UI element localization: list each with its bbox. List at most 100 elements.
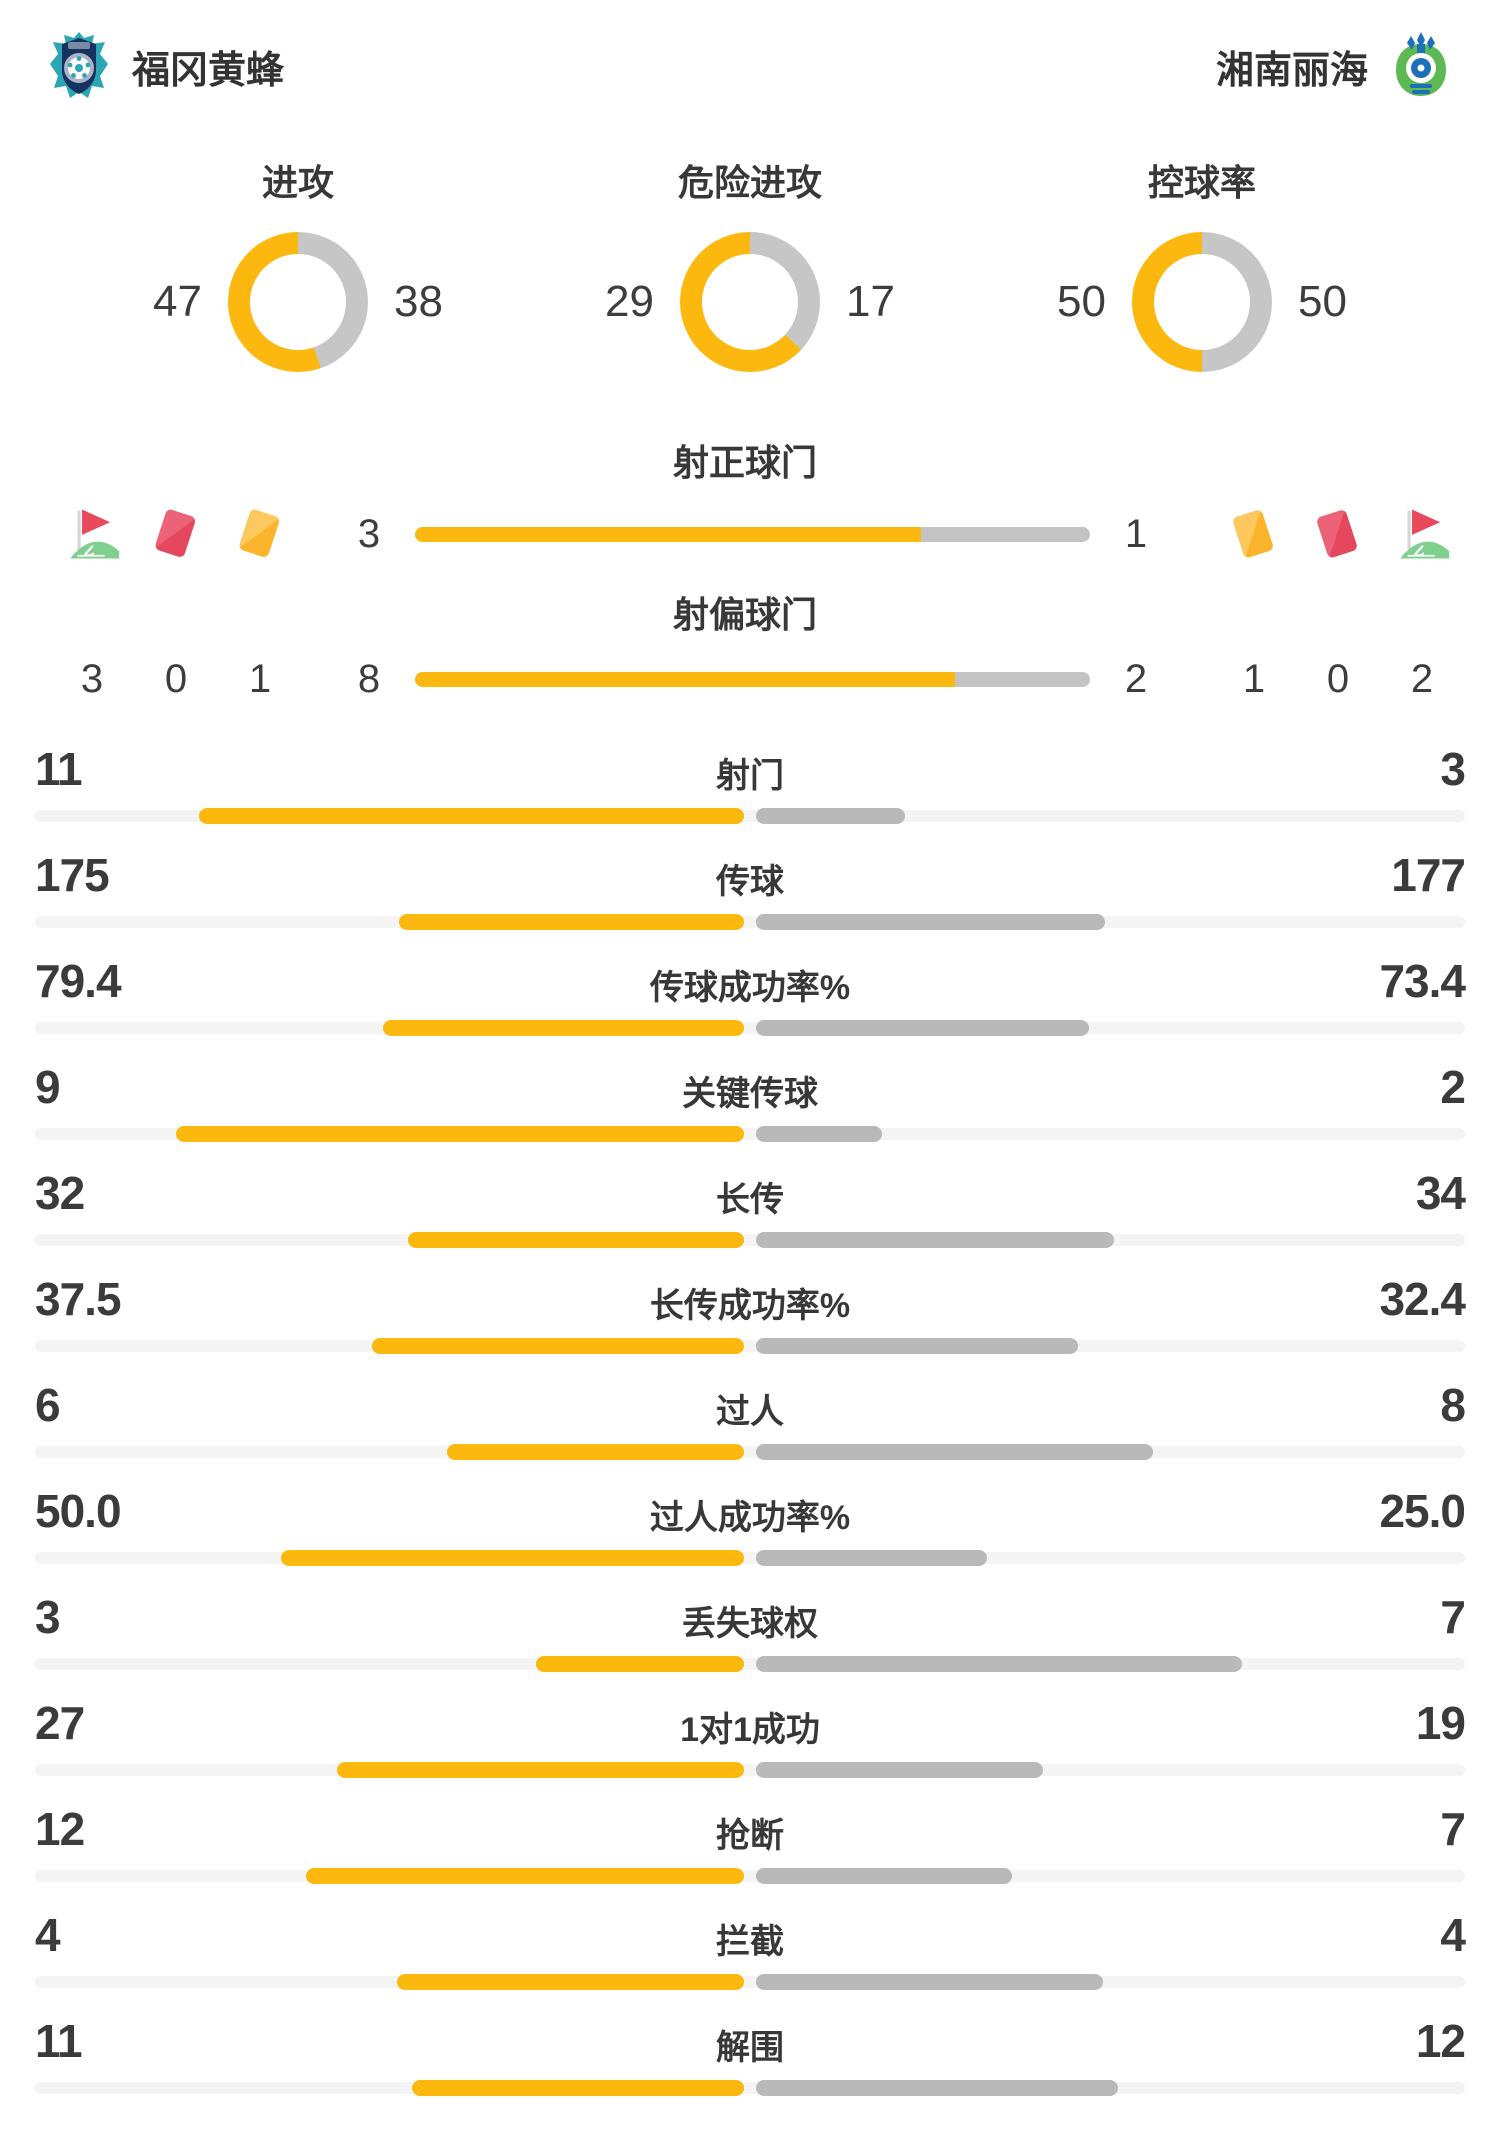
- stat-away-value: 32.4: [1379, 1273, 1466, 1325]
- stat-bar-home-segment: [535, 1656, 744, 1672]
- away-team: 湘南丽海: [1216, 30, 1452, 102]
- away-team-name: 湘南丽海: [1215, 49, 1368, 92]
- stat-bar: [35, 2080, 1465, 2096]
- stat-bar-away-segment: [756, 1762, 1043, 1778]
- away-team-logo-icon: [1396, 32, 1446, 96]
- stat-bar-away-segment: [756, 1338, 1078, 1354]
- stat-away-value: 12: [1415, 2015, 1466, 2067]
- stat-away-value: 2: [1440, 1061, 1466, 1113]
- stat-home-value: 11: [35, 2015, 83, 2067]
- stat-bar: [35, 1656, 1465, 1672]
- stat-bar-away-segment: [756, 1444, 1153, 1460]
- donut-title: 控球率: [1147, 162, 1256, 203]
- stat-bar-away-segment: [756, 1020, 1090, 1036]
- stat-bar-track: [35, 2082, 1465, 2094]
- stat-row: 11 射门 3: [0, 742, 1500, 848]
- stat-bar-home-segment: [281, 1550, 744, 1566]
- shots-off-target-title: 射偏球门: [672, 594, 817, 635]
- stat-label: 过人成功率%: [649, 1499, 851, 1537]
- home-red-cards-count: 0: [164, 656, 188, 701]
- stat-home-value: 3: [35, 1591, 61, 1643]
- stat-bar-home-segment: [383, 1020, 744, 1036]
- stat-away-value: 19: [1415, 1697, 1466, 1749]
- stat-label: 拦截: [716, 1923, 784, 1961]
- stat-row: 50.0 过人成功率% 25.0: [0, 1484, 1500, 1590]
- corner-flag-icon: [50, 503, 134, 565]
- stat-label: 传球成功率%: [649, 969, 851, 1007]
- away-yellow-cards-count: 1: [1242, 656, 1266, 701]
- donut-title: 危险进攻: [677, 162, 822, 203]
- yellow-card-icon: [1212, 503, 1296, 565]
- stat-bar-home-segment: [446, 1444, 744, 1460]
- stat-bar-away-segment: [756, 1868, 1012, 1884]
- stat-away-value: 73.4: [1379, 955, 1466, 1007]
- away-value: 50: [1298, 277, 1347, 326]
- stat-away-value: 7: [1440, 1803, 1466, 1855]
- stat-label: 丢失球权: [682, 1605, 818, 1643]
- stat-bar: [35, 1126, 1465, 1142]
- stat-bar-home-segment: [336, 1762, 744, 1778]
- stat-bar-home-segment: [176, 1126, 744, 1142]
- stat-away-value: 34: [1415, 1167, 1466, 1219]
- stat-bar-away-segment: [756, 1126, 883, 1142]
- donut-ring: [680, 232, 820, 372]
- stat-row: 11 解围 12: [0, 2014, 1500, 2120]
- stat-home-value: 12: [35, 1803, 85, 1855]
- stat-bar: [35, 1232, 1465, 1248]
- stat-row: 12 抢断 7: [0, 1802, 1500, 1908]
- stats-list: 11 射门 3 175 传球 177: [0, 742, 1500, 2120]
- stat-bar-home-segment: [305, 1868, 744, 1884]
- shots-off-home-value: 8: [357, 656, 381, 701]
- home-value: 29: [605, 277, 654, 326]
- donut-possession: 控球率 50 50: [1002, 154, 1402, 372]
- stat-bar-track: [35, 1340, 1465, 1352]
- stat-row: 79.4 传球成功率% 73.4: [0, 954, 1500, 1060]
- stat-row: 6 过人 8: [0, 1378, 1500, 1484]
- shots-off-away-value: 2: [1124, 656, 1148, 701]
- stat-home-value: 175: [35, 849, 110, 901]
- corner-flag-icon: [1380, 503, 1464, 565]
- home-team-logo-icon: [50, 32, 108, 98]
- stat-bar-track: [35, 916, 1465, 928]
- stat-bar-away-segment: [756, 1656, 1242, 1672]
- stat-bar-away-segment: [756, 1550, 988, 1566]
- red-card-icon: [134, 503, 218, 565]
- home-team: 福冈黄蜂: [48, 30, 284, 102]
- away-red-cards-count: 0: [1326, 656, 1350, 701]
- stat-row: 9 关键传球 2: [0, 1060, 1500, 1166]
- stat-bar: [35, 1338, 1465, 1354]
- stat-bar-home-segment: [397, 1974, 744, 1990]
- stat-bar-track: [35, 1022, 1465, 1034]
- stat-home-value: 50.0: [35, 1485, 122, 1537]
- away-value: 38: [394, 277, 443, 326]
- shots-on-away-value: 1: [1124, 511, 1148, 556]
- stat-row: 3 丢失球权 7: [0, 1590, 1500, 1696]
- shots-on-target-title: 射正球门: [672, 442, 817, 483]
- stat-label: 解围: [716, 2029, 784, 2067]
- stat-bar-away-segment: [756, 2080, 1119, 2096]
- stat-bar-track: [35, 1870, 1465, 1882]
- stat-bar-track: [35, 1764, 1465, 1776]
- stat-bar: [35, 1550, 1465, 1566]
- stat-home-value: 4: [35, 1909, 61, 1961]
- shots-off-target-bar: [415, 671, 1090, 687]
- stat-home-value: 37.5: [35, 1273, 122, 1325]
- home-yellow-cards-count: 1: [248, 656, 272, 701]
- stat-home-value: 79.4: [35, 955, 122, 1007]
- stat-row: 32 长传 34: [0, 1166, 1500, 1272]
- stat-home-value: 6: [35, 1379, 61, 1431]
- stat-row: 27 1对1成功 19: [0, 1696, 1500, 1802]
- yellow-card-icon: [218, 503, 302, 565]
- donut-ring: [228, 232, 368, 372]
- stat-away-value: 25.0: [1379, 1485, 1466, 1537]
- stat-home-value: 32: [35, 1167, 85, 1219]
- stat-away-value: 8: [1440, 1379, 1466, 1431]
- stat-bar-away-segment: [756, 1974, 1103, 1990]
- stat-bar-away-segment: [756, 808, 905, 824]
- stat-label: 过人: [716, 1393, 784, 1431]
- stat-label: 抢断: [716, 1817, 784, 1855]
- away-corners-count: 2: [1410, 656, 1434, 701]
- stat-home-value: 9: [35, 1061, 61, 1113]
- donut-title: 进攻: [261, 162, 334, 203]
